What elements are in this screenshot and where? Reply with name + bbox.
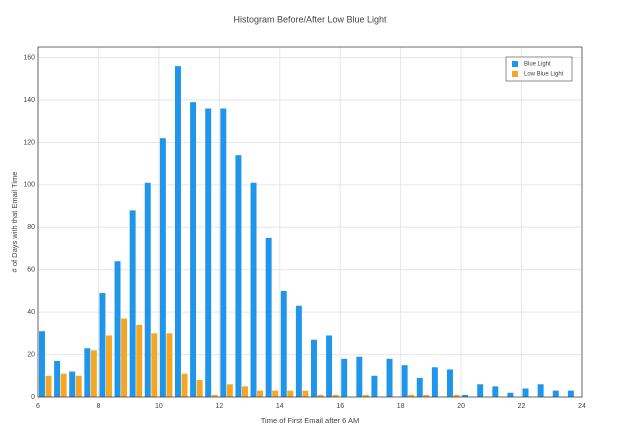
bar — [54, 360, 61, 397]
chart-title: Histogram Before/After Low Blue Light — [233, 14, 387, 24]
bar — [408, 394, 415, 397]
bar — [250, 182, 257, 397]
bar — [226, 384, 233, 397]
bar — [121, 318, 128, 397]
bar — [317, 394, 324, 397]
x-tick-label: 16 — [336, 403, 344, 410]
bar — [60, 373, 67, 397]
bar — [144, 182, 151, 397]
bar — [371, 375, 378, 397]
x-tick-label: 20 — [457, 403, 465, 410]
bar — [257, 390, 264, 397]
y-tick-label: 40 — [27, 309, 35, 316]
bar — [99, 293, 106, 397]
bar — [431, 367, 438, 397]
bar — [45, 375, 52, 397]
bar — [356, 356, 363, 397]
bar — [326, 335, 333, 397]
bar — [211, 394, 218, 397]
bar — [477, 384, 484, 397]
x-tick-label: 14 — [276, 403, 284, 410]
bar — [416, 377, 423, 397]
bar — [341, 358, 348, 397]
y-tick-label: 20 — [27, 351, 35, 358]
bar — [175, 66, 181, 397]
legend-label: Blue Light — [524, 62, 551, 68]
bar — [242, 386, 248, 397]
bar — [423, 394, 430, 397]
legend-label: Low Blue Light — [524, 72, 564, 78]
y-tick-label: 160 — [23, 54, 35, 61]
bar — [332, 394, 339, 397]
bar — [386, 358, 393, 397]
bar — [522, 388, 529, 397]
bar — [84, 348, 91, 397]
bar — [90, 350, 97, 397]
bar — [287, 390, 294, 397]
bar — [507, 392, 514, 397]
y-tick-label: 60 — [27, 267, 35, 274]
bar — [190, 102, 197, 397]
y-tick-label: 80 — [27, 224, 35, 231]
bar — [311, 339, 317, 397]
bar — [106, 335, 112, 397]
bar — [492, 386, 499, 397]
bar — [537, 384, 544, 397]
bar — [114, 261, 121, 397]
bar — [362, 394, 369, 397]
bar — [552, 390, 559, 397]
bar — [75, 375, 82, 397]
x-tick-label: 12 — [215, 403, 223, 410]
bar — [280, 290, 287, 397]
bar — [401, 365, 408, 397]
bar — [181, 373, 188, 397]
bar — [39, 331, 45, 397]
bar — [151, 333, 158, 397]
bar — [447, 369, 453, 397]
x-axis-title: Time of First Email after 6 AM — [261, 416, 360, 425]
y-tick-label: 0 — [31, 394, 35, 401]
bar — [129, 210, 136, 397]
bar — [205, 108, 212, 398]
y-tick-label: 140 — [23, 97, 35, 104]
y-tick-label: 100 — [23, 182, 35, 189]
x-tick-label: 6 — [36, 403, 40, 410]
bar — [220, 108, 227, 398]
bar — [272, 390, 279, 397]
bar — [235, 155, 242, 397]
legend-swatch — [512, 61, 518, 67]
legend-swatch — [512, 71, 518, 77]
bar — [265, 237, 272, 397]
y-axis-title: # of Days with that Email Time — [10, 172, 19, 273]
bar — [166, 333, 173, 397]
bar — [136, 324, 143, 397]
bar — [462, 394, 469, 397]
bar — [295, 305, 302, 397]
x-tick-label: 8 — [96, 403, 100, 410]
bar — [453, 394, 460, 397]
bar — [196, 380, 203, 397]
bar — [69, 371, 76, 397]
y-tick-label: 120 — [23, 139, 35, 146]
x-tick-label: 22 — [518, 403, 526, 410]
x-tick-label: 10 — [155, 403, 163, 410]
bar — [159, 138, 166, 397]
x-tick-label: 24 — [578, 403, 586, 410]
bar — [302, 390, 309, 397]
bar — [567, 390, 574, 397]
x-tick-label: 18 — [397, 403, 405, 410]
plot-frame — [37, 46, 583, 398]
